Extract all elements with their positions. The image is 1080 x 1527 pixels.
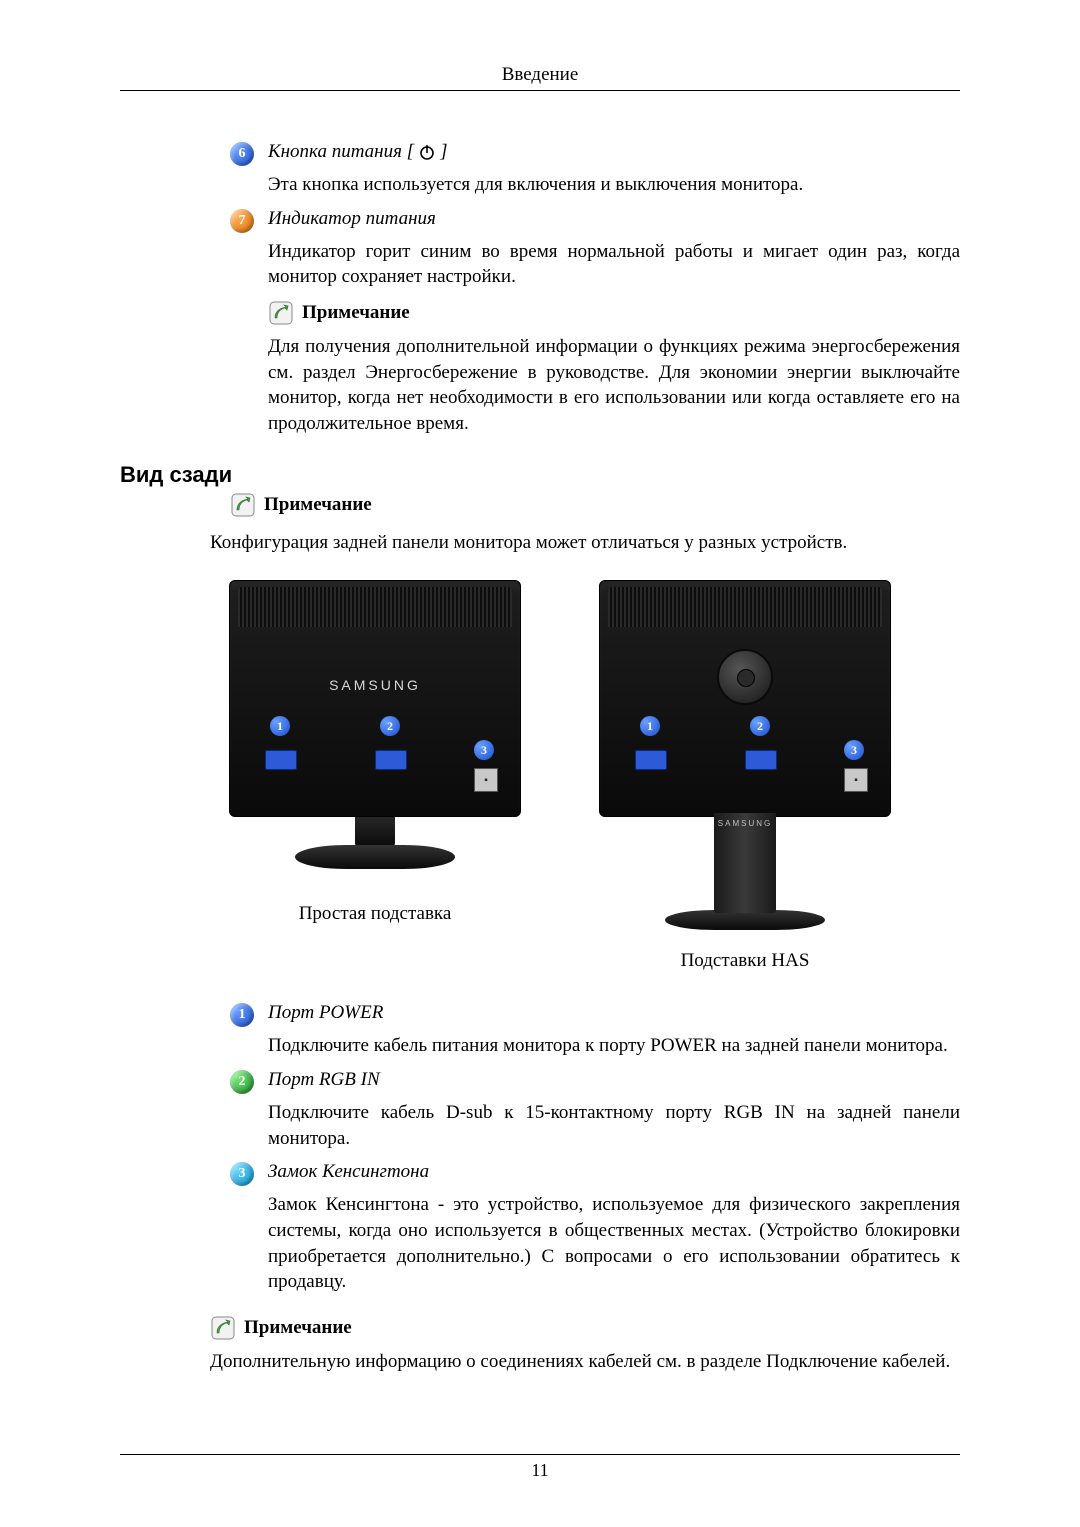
footer-rule	[120, 1454, 960, 1455]
stand-has: SAMSUNG	[700, 813, 790, 930]
callout-1: 1	[270, 716, 290, 736]
note-icon	[230, 492, 256, 518]
callout-3b: 3	[844, 740, 864, 760]
rear-note: Примечание	[230, 492, 960, 518]
port-3: 3 Замок Кенсингтона Замок Кенсингтона - …	[230, 1161, 960, 1295]
note-2-label: Примечание	[244, 1317, 352, 1339]
rear-note-label: Примечание	[264, 494, 372, 516]
note-2-body: Дополнительную информацию о соединениях …	[210, 1351, 960, 1373]
port-2-title: Порт RGB IN	[268, 1069, 380, 1091]
port-rgb-b	[745, 750, 777, 770]
callout-2b: 2	[750, 716, 770, 736]
bullet-6: 6	[230, 142, 254, 166]
vent-strip	[608, 587, 882, 627]
item-6-title-after: ]	[440, 141, 447, 163]
page-number: 11	[0, 1460, 1080, 1481]
fig1-caption: Простая подставка	[299, 903, 452, 925]
figure-has-stand: 1 2 3 ▪ SAMSUNG Подставки HAS	[580, 580, 910, 972]
figures: SAMSUNG 1 2 3 ▪ Простая подставка	[210, 580, 960, 972]
monitor-back-2: 1 2 3 ▪	[599, 580, 891, 817]
port-1-body: Подключите кабель питания монитора к пор…	[268, 1033, 960, 1059]
callout-1b: 1	[640, 716, 660, 736]
note-1-label: Примечание	[302, 302, 410, 324]
rear-sub: Примечание	[230, 492, 960, 518]
port-power-b	[635, 750, 667, 770]
item-6-title-before: Кнопка питания [	[268, 141, 414, 163]
kensington-slot: ▪	[474, 768, 498, 792]
header: Введение	[120, 64, 960, 91]
bullet-7: 7	[230, 209, 254, 233]
figure-simple-stand: SAMSUNG 1 2 3 ▪ Простая подставка	[210, 580, 540, 925]
port-2-body: Подключите кабель D-sub к 15-контактному…	[268, 1100, 960, 1151]
port-3-title: Замок Кенсингтона	[268, 1161, 429, 1183]
port-1: 1 Порт POWER Подключите кабель питания м…	[230, 1002, 960, 1059]
note-2: Примечание	[210, 1315, 960, 1341]
rear-heading: Вид сзади	[120, 462, 960, 488]
item-7-body: Индикатор горит синим во время нормально…	[268, 239, 960, 290]
note-icon	[268, 300, 294, 326]
vent-strip	[238, 587, 512, 627]
port-3-body: Замок Кенсингтона - это устройство, испо…	[268, 1192, 960, 1295]
bullet-port-2: 2	[230, 1070, 254, 1094]
has-pivot	[717, 649, 773, 705]
item-6: 6 Кнопка питания [ ] Эта кнопка использу…	[230, 141, 960, 198]
callout-2: 2	[380, 716, 400, 736]
callout-3: 3	[474, 740, 494, 760]
final-note-block: Примечание Дополнительную информацию о с…	[210, 1315, 960, 1373]
port-1-title: Порт POWER	[268, 1002, 383, 1024]
brand-label: SAMSUNG	[230, 677, 520, 693]
item-7-title: Индикатор питания	[268, 208, 436, 230]
has-brand: SAMSUNG	[714, 819, 776, 828]
page: Введение 6 Кнопка питания [ ] Эта	[0, 0, 1080, 1527]
note-1: Примечание	[268, 300, 960, 326]
header-title: Введение	[120, 64, 960, 86]
monitor-back-1: SAMSUNG 1 2 3 ▪	[229, 580, 521, 817]
item-6-title: Кнопка питания [ ]	[268, 141, 447, 163]
item-6-body: Эта кнопка используется для включения и …	[268, 172, 960, 198]
note-1-body: Для получения дополнительной информации …	[268, 334, 960, 437]
item-7: 7 Индикатор питания Индикатор горит сини…	[230, 208, 960, 437]
stand-simple	[320, 813, 430, 883]
port-rgb	[375, 750, 407, 770]
bullet-port-3: 3	[230, 1162, 254, 1186]
port-2: 2 Порт RGB IN Подключите кабель D-sub к …	[230, 1069, 960, 1151]
content: 6 Кнопка питания [ ] Эта кнопка использу…	[120, 91, 960, 1373]
note-icon	[210, 1315, 236, 1341]
power-icon	[417, 142, 437, 162]
fig2-caption: Подставки HAS	[681, 950, 810, 972]
port-power	[265, 750, 297, 770]
rear-config-text: Конфигурация задней панели монитора може…	[210, 532, 960, 554]
bullet-port-1: 1	[230, 1003, 254, 1027]
kensington-slot-b: ▪	[844, 768, 868, 792]
